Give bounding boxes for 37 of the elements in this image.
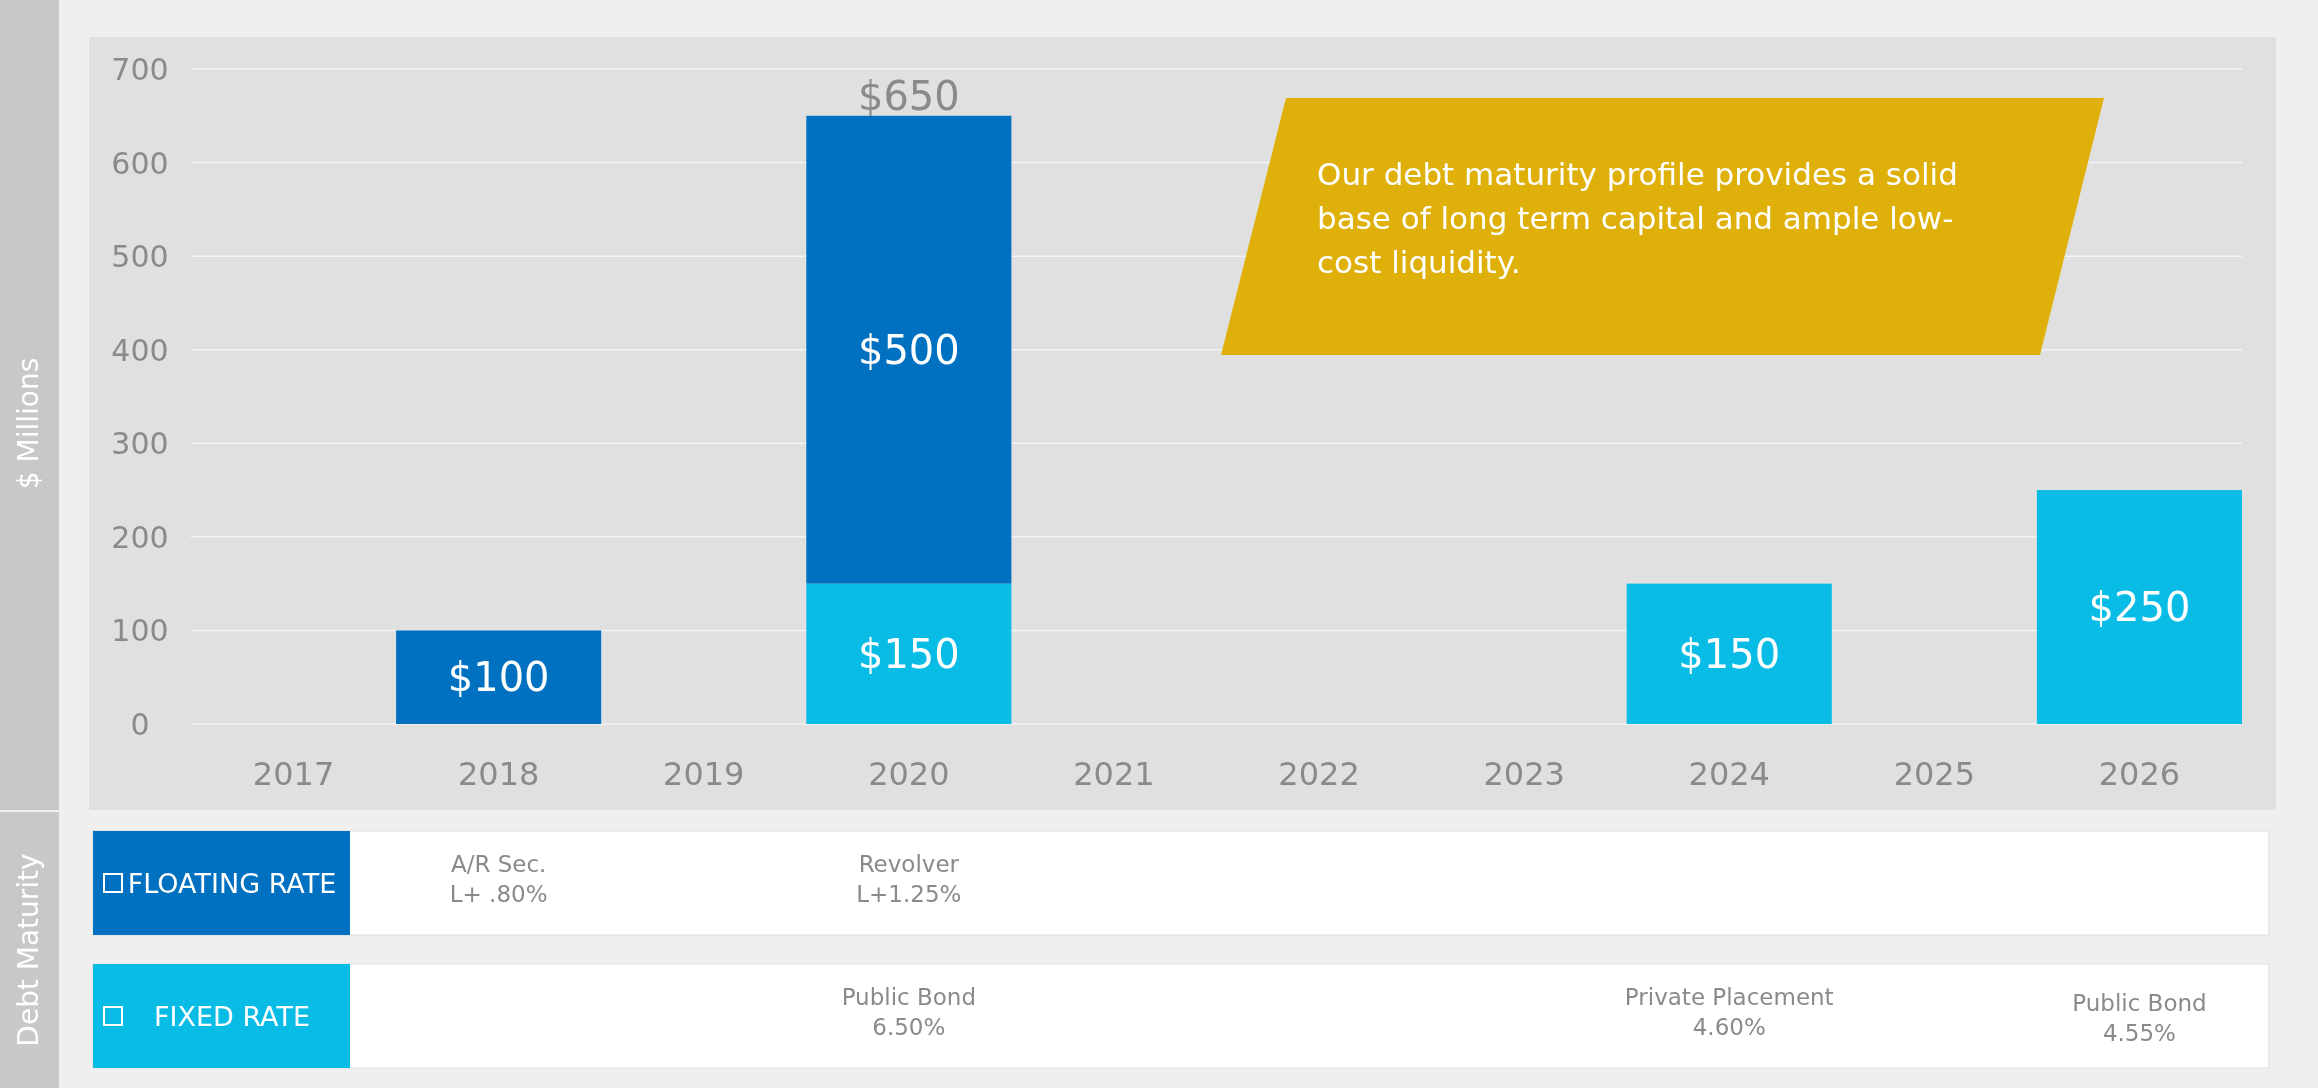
text: Public Bond 4.55% — [2072, 990, 2207, 1046]
data-label: $150 — [1678, 630, 1781, 677]
text: Public Bond 6.50% — [841, 984, 977, 1040]
y-tick-label: 500 — [111, 239, 169, 275]
bar — [2036, 490, 2242, 724]
x-tick-label: 2023 — [1483, 755, 1565, 793]
bar — [806, 115, 1012, 584]
bar — [1626, 583, 1832, 724]
data-label: $100 — [447, 654, 550, 701]
y-tick-label: 600 — [111, 145, 169, 181]
total-label: $650 — [857, 72, 960, 119]
x-tick-label: 2018 — [457, 755, 540, 793]
bar — [806, 583, 1012, 724]
x-tick-label: 2025 — [1893, 755, 1976, 793]
text: Revolver L+1.25% — [856, 851, 962, 907]
x-tick-label: 2026 — [2098, 755, 2181, 793]
y-tick-label: 400 — [111, 332, 169, 368]
legend-label: FLOATING RATE — [127, 868, 337, 899]
text: A/R Sec. L+ .80% — [449, 851, 548, 907]
y-tick-label: 200 — [111, 519, 169, 555]
y-tick-label: 100 — [111, 613, 169, 649]
bar — [396, 630, 602, 724]
y-tick-label: 300 — [111, 426, 169, 462]
data-label: $500 — [857, 326, 960, 373]
y-tick-label: 700 — [111, 52, 169, 87]
x-tick-label: 2022 — [1278, 755, 1360, 793]
x-tick-label: 2020 — [868, 755, 950, 793]
legend-label: FIXED RATE — [153, 1001, 311, 1032]
x-tick-label: 2021 — [1073, 755, 1155, 793]
annotation: Our debt maturity profile provides a solid base of long term capital and ample low- cost liquidity. — [1317, 156, 1958, 280]
data-label: $150 — [857, 630, 960, 677]
x-tick-label: 2017 — [252, 755, 335, 793]
y-tick-label: 0 — [130, 707, 150, 742]
x-tick-label: 2019 — [663, 755, 745, 793]
text: Private Placement 4.60% — [1624, 984, 1834, 1040]
x-tick-label: 2024 — [1688, 755, 1770, 793]
data-label: $250 — [2088, 584, 2191, 631]
